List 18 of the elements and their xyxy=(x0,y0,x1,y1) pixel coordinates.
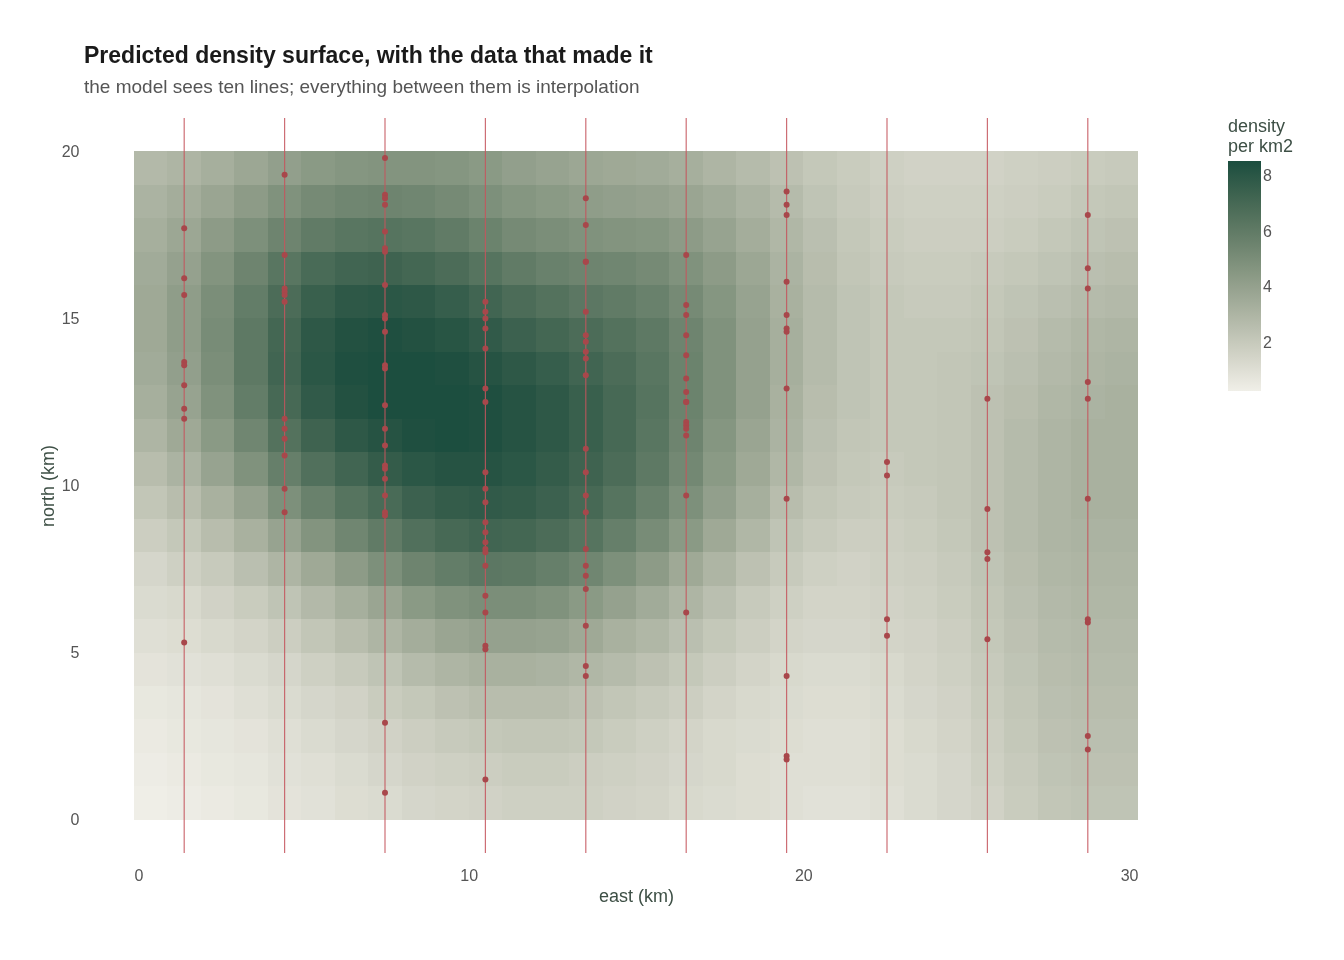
x-axis-title: east (km) xyxy=(598,885,675,906)
x-tick-label: 30 xyxy=(1120,866,1139,884)
x-tick-label: 0 xyxy=(134,866,144,884)
y-tick-label: 10 xyxy=(61,477,80,494)
x-tick-label: 20 xyxy=(794,866,813,884)
y-tick-label: 5 xyxy=(70,644,80,662)
color-bar-label: 4 xyxy=(1263,278,1272,296)
color-bar-title: density per km2 xyxy=(1228,116,1294,156)
x-tick-label: 10 xyxy=(460,866,479,884)
color-bar-label: 6 xyxy=(1263,222,1272,240)
y-tick-label: 15 xyxy=(61,309,80,327)
chart-subtitle: the model sees ten lines; everything between them is interpolation xyxy=(84,76,640,98)
y-tick-label: 20 xyxy=(61,142,80,160)
color-bar-label: 8 xyxy=(1263,167,1272,185)
color-bar-label: 2 xyxy=(1263,333,1272,351)
chart-title: Predicted density surface, with the data that made it xyxy=(84,42,654,69)
y-axis-title: north (km) xyxy=(37,444,58,528)
y-tick-label: 0 xyxy=(70,811,80,829)
